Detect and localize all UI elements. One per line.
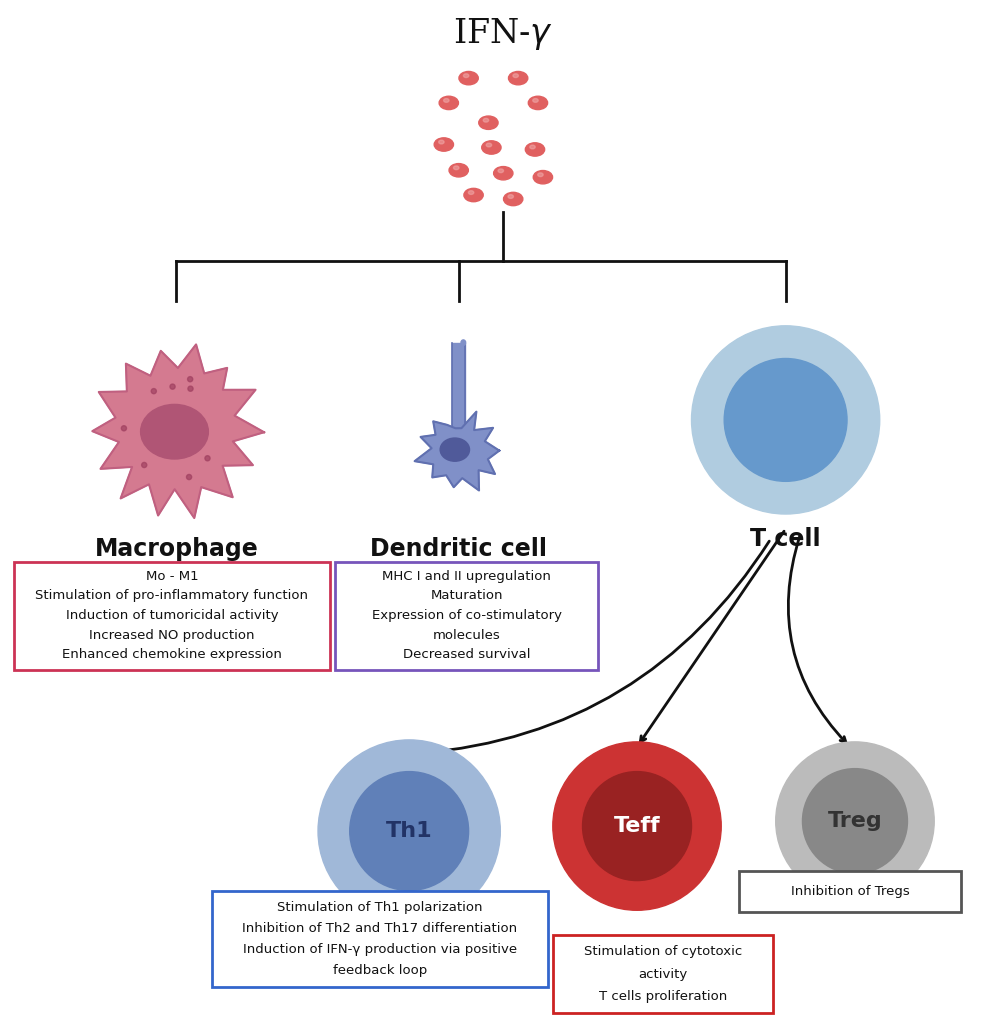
Ellipse shape (350, 771, 469, 890)
Text: Expression of co-stimulatory: Expression of co-stimulatory (372, 609, 562, 622)
Text: Teff: Teff (614, 816, 660, 837)
Ellipse shape (530, 145, 535, 149)
FancyBboxPatch shape (739, 871, 961, 912)
Ellipse shape (498, 169, 504, 173)
Text: activity: activity (638, 968, 687, 980)
Ellipse shape (533, 171, 553, 184)
Ellipse shape (479, 116, 498, 129)
Ellipse shape (724, 359, 847, 482)
Text: Stimulation of cytotoxic: Stimulation of cytotoxic (584, 945, 742, 959)
Ellipse shape (553, 741, 721, 910)
Text: feedback loop: feedback loop (333, 965, 427, 977)
Text: T cells proliferation: T cells proliferation (599, 991, 727, 1003)
Ellipse shape (508, 71, 528, 85)
Ellipse shape (205, 456, 210, 461)
Text: Stimulation of pro-inflammatory function: Stimulation of pro-inflammatory function (35, 589, 308, 603)
FancyBboxPatch shape (212, 891, 548, 986)
Ellipse shape (533, 98, 538, 102)
Ellipse shape (188, 376, 193, 382)
Polygon shape (452, 342, 465, 428)
Ellipse shape (142, 462, 147, 467)
Ellipse shape (802, 768, 907, 874)
Text: Induction of tumoricidal activity: Induction of tumoricidal activity (66, 609, 278, 622)
Ellipse shape (528, 96, 548, 110)
Ellipse shape (461, 340, 466, 345)
Ellipse shape (692, 326, 880, 514)
FancyBboxPatch shape (335, 561, 598, 670)
Text: Treg: Treg (828, 811, 882, 831)
Text: Macrophage: Macrophage (94, 537, 258, 560)
Text: Enhanced chemokine expression: Enhanced chemokine expression (62, 648, 282, 662)
Ellipse shape (483, 118, 489, 122)
Ellipse shape (468, 190, 474, 194)
Ellipse shape (121, 426, 127, 431)
Ellipse shape (151, 389, 156, 394)
Ellipse shape (508, 194, 513, 199)
Ellipse shape (459, 71, 478, 85)
Text: IFN-$\gamma$: IFN-$\gamma$ (453, 16, 553, 52)
Text: T cell: T cell (750, 526, 821, 551)
Ellipse shape (464, 188, 483, 202)
Ellipse shape (583, 771, 692, 881)
Polygon shape (415, 412, 499, 490)
Text: Mo - M1: Mo - M1 (146, 570, 198, 583)
Ellipse shape (186, 475, 192, 480)
Ellipse shape (494, 166, 513, 180)
Text: Stimulation of Th1 polarization: Stimulation of Th1 polarization (277, 901, 483, 914)
Ellipse shape (141, 404, 208, 459)
Ellipse shape (538, 173, 543, 177)
Ellipse shape (444, 98, 449, 102)
Text: Inhibition of Th2 and Th17 differentiation: Inhibition of Th2 and Th17 differentiati… (242, 922, 518, 935)
Ellipse shape (482, 141, 501, 154)
Text: Th1: Th1 (386, 821, 432, 841)
Ellipse shape (463, 73, 469, 78)
Ellipse shape (439, 96, 458, 110)
Ellipse shape (525, 143, 545, 156)
FancyBboxPatch shape (553, 935, 773, 1013)
Ellipse shape (440, 438, 470, 461)
Ellipse shape (318, 740, 500, 922)
Ellipse shape (434, 138, 454, 151)
Text: MHC I and II upregulation: MHC I and II upregulation (382, 570, 551, 583)
Text: Inhibition of Tregs: Inhibition of Tregs (791, 885, 909, 898)
Ellipse shape (776, 741, 934, 901)
Ellipse shape (513, 73, 518, 78)
Ellipse shape (486, 143, 492, 147)
Ellipse shape (504, 192, 523, 206)
Ellipse shape (170, 384, 175, 389)
Text: Maturation: Maturation (430, 589, 503, 603)
Ellipse shape (454, 165, 459, 170)
Ellipse shape (188, 386, 193, 391)
Text: Decreased survival: Decreased survival (403, 648, 530, 662)
FancyBboxPatch shape (14, 561, 330, 670)
Text: Induction of IFN-γ production via positive: Induction of IFN-γ production via positi… (243, 943, 517, 956)
Text: Dendritic cell: Dendritic cell (370, 537, 547, 560)
Text: Increased NO production: Increased NO production (89, 629, 255, 642)
Ellipse shape (439, 141, 444, 144)
Text: molecules: molecules (433, 629, 501, 642)
Polygon shape (92, 344, 264, 518)
Ellipse shape (449, 163, 468, 177)
